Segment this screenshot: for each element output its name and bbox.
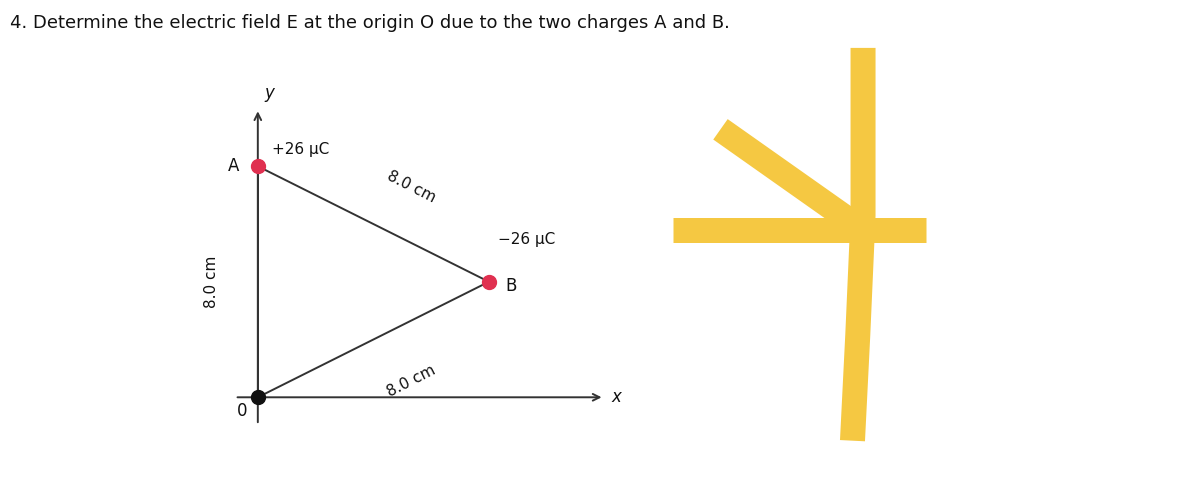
- Text: 0: 0: [236, 402, 247, 420]
- Text: −26 μC: −26 μC: [498, 232, 556, 247]
- Text: 8.0 cm: 8.0 cm: [204, 256, 220, 308]
- Text: +26 μC: +26 μC: [271, 142, 329, 157]
- Text: 8.0 cm: 8.0 cm: [385, 169, 438, 205]
- Text: y: y: [265, 83, 275, 102]
- Text: 4. Determine the electric field E at the origin O due to the two charges A and B: 4. Determine the electric field E at the…: [10, 14, 730, 33]
- Point: [248, 162, 268, 170]
- Point: [479, 278, 498, 285]
- Text: A: A: [228, 157, 239, 175]
- Point: [248, 393, 268, 401]
- Text: x: x: [611, 388, 622, 406]
- Text: 8.0 cm: 8.0 cm: [385, 363, 438, 400]
- Text: B: B: [505, 277, 516, 296]
